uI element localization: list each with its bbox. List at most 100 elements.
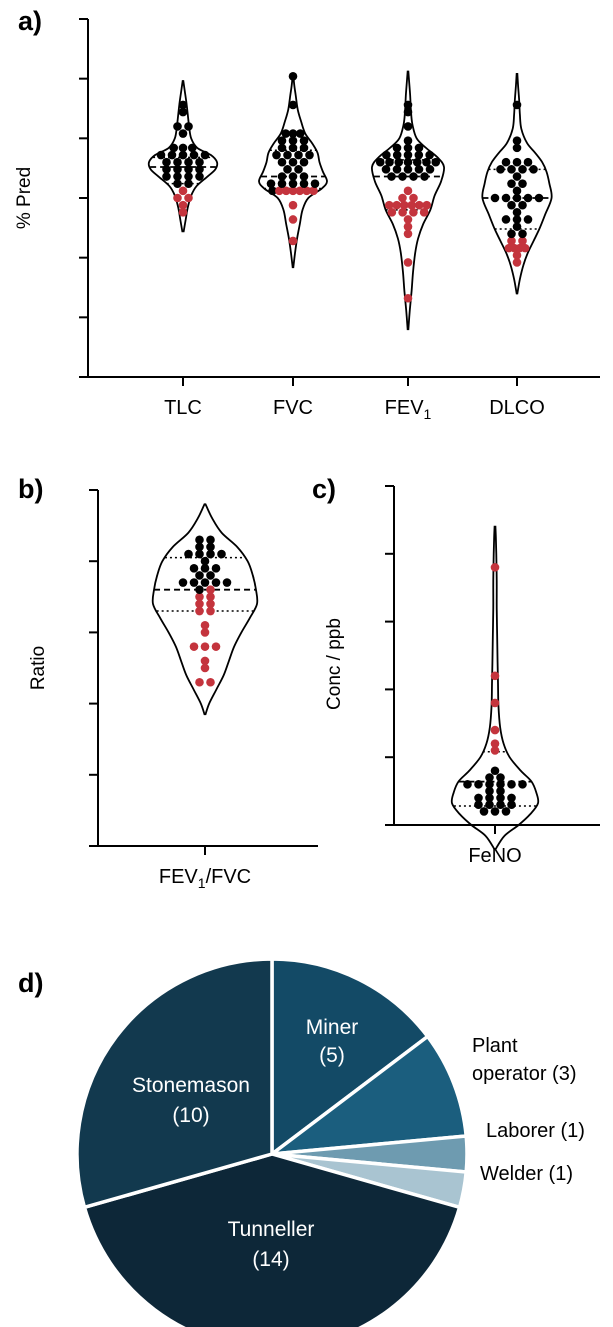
data-point-black — [200, 150, 210, 160]
data-point-red — [295, 186, 305, 196]
data-point-red — [206, 606, 215, 616]
data-point-black — [496, 780, 505, 789]
data-point-black — [277, 179, 287, 188]
data-point-black — [173, 179, 182, 188]
data-point-black — [381, 165, 391, 174]
data-point-black — [414, 165, 424, 174]
category-label-subscript: 1 — [424, 406, 432, 422]
data-point-black — [206, 549, 215, 559]
data-point-red — [309, 186, 318, 196]
data-point-black — [496, 773, 505, 782]
data-point-black — [288, 172, 298, 181]
data-point-black — [310, 179, 320, 188]
data-point-red — [409, 193, 418, 203]
panel-a-ylabel: % Pred — [14, 167, 35, 229]
data-point-black — [507, 793, 516, 803]
category-label-tail: /FVC — [206, 866, 252, 888]
data-point-black — [507, 229, 516, 239]
data-point-black — [403, 122, 413, 131]
data-point-black — [305, 150, 314, 160]
data-point-black — [403, 157, 413, 167]
data-point-black — [403, 100, 413, 110]
data-point-black — [463, 780, 472, 789]
data-point-black — [184, 172, 193, 181]
data-point-black — [485, 793, 494, 803]
data-point-black — [169, 143, 179, 153]
panel-b-label: b) — [18, 474, 43, 504]
pie-label-plant-name: Plant — [472, 1035, 518, 1057]
data-point-red — [403, 215, 413, 224]
data-point-red — [403, 222, 413, 231]
category-label-subscript: 1 — [198, 875, 206, 891]
data-point-black — [387, 172, 396, 181]
data-point-red — [200, 642, 210, 651]
data-point-black — [184, 157, 193, 167]
data-point-black — [211, 564, 221, 573]
data-point-black — [299, 157, 309, 167]
pie-label-plant-count: operator (3) — [472, 1063, 577, 1085]
data-point-red — [414, 200, 424, 210]
violin-outline — [151, 503, 259, 716]
data-point-black — [189, 578, 199, 587]
data-point-black — [414, 143, 424, 153]
data-point-black — [496, 800, 505, 809]
data-point-red — [200, 620, 210, 630]
data-point-black — [294, 150, 303, 160]
data-point-black — [512, 193, 522, 203]
data-point-black — [512, 172, 522, 181]
data-point-black — [178, 578, 188, 587]
data-point-black — [268, 186, 277, 196]
data-point-black — [490, 807, 500, 816]
pie-label-tunneller-count: (14) — [252, 1248, 289, 1271]
data-point-black — [507, 780, 516, 789]
data-point-red — [407, 200, 417, 210]
category-label: FeNO — [468, 845, 521, 867]
data-point-red — [490, 698, 500, 708]
data-point-black — [195, 165, 204, 174]
data-point-red — [288, 236, 298, 246]
data-point-black — [294, 165, 303, 174]
data-point-red — [419, 208, 429, 217]
data-point-black — [195, 571, 204, 580]
data-point-black — [295, 129, 305, 138]
data-point-black — [184, 179, 193, 188]
data-point-black — [195, 549, 204, 559]
data-point-red — [288, 200, 298, 210]
data-point-black — [392, 150, 402, 160]
data-point-black — [409, 172, 418, 181]
data-point-red — [281, 186, 291, 196]
data-point-red — [178, 208, 188, 217]
pie-label-stonemason-name: Stonemason — [132, 1074, 250, 1097]
category-label-main: DLCO — [489, 397, 545, 419]
data-point-red — [520, 243, 530, 253]
data-point-black — [403, 136, 413, 146]
data-point-black — [512, 136, 522, 146]
category-label: FVC — [273, 397, 313, 419]
data-point-black — [195, 535, 204, 545]
data-point-black — [189, 564, 199, 573]
data-point-black — [507, 200, 516, 210]
data-point-black — [178, 107, 188, 117]
data-point-red — [178, 186, 188, 196]
data-point-red — [288, 186, 298, 196]
pie-label-stonemason-count: (10) — [172, 1104, 209, 1127]
panel-a-label: a) — [18, 6, 42, 36]
violin-outline — [481, 72, 553, 295]
data-point-black — [167, 150, 177, 160]
data-point-black — [382, 150, 391, 160]
data-point-red — [288, 215, 298, 224]
data-point-black — [534, 193, 544, 203]
data-point-black — [507, 800, 516, 809]
data-point-black — [518, 229, 527, 239]
data-point-red — [195, 606, 204, 616]
data-point-black — [266, 179, 276, 188]
category-label-main: FeNO — [468, 845, 521, 867]
data-point-black — [403, 143, 413, 153]
data-point-black — [200, 556, 210, 566]
data-point-black — [474, 800, 483, 809]
pie-slice-miner — [270, 957, 430, 1156]
pie-label-welder: Welder (1) — [480, 1163, 573, 1185]
category-label: FEV1 — [385, 397, 432, 422]
data-point-black — [392, 143, 402, 153]
data-point-black — [518, 200, 527, 210]
